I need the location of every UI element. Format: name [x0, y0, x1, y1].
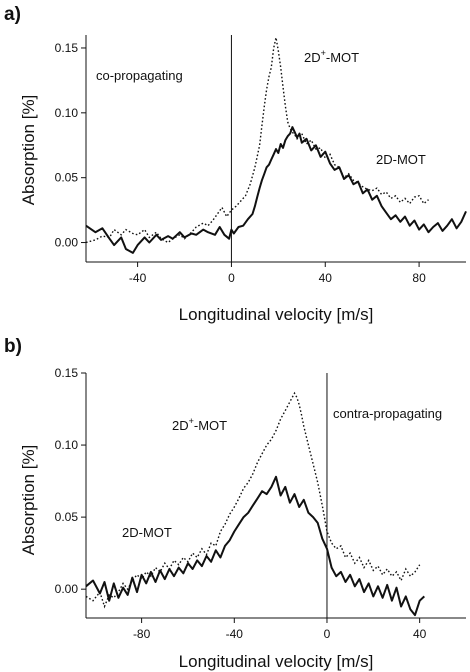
panel-b-ylabel: Absorption [%] [19, 445, 38, 556]
annotation-co-propagating: co-propagating [96, 68, 183, 83]
y-tick-label: 0.10 [55, 106, 79, 120]
panel-a-series [85, 37, 467, 254]
annotation-2d-plus-mot-a: 2D+-MOT [304, 48, 359, 65]
panel-a: a) Absorption [%] Longitudinal velocity … [4, 4, 467, 324]
panel-a-xticks: -40 0 40 80 [129, 262, 426, 285]
x-tick-label: -80 [133, 627, 151, 641]
panel-b-yticks: 0.00 0.05 0.10 0.15 [55, 366, 86, 596]
panel-a-yticks: 0.00 0.05 0.10 0.15 [55, 41, 86, 250]
y-tick-label: 0.00 [55, 582, 79, 596]
y-tick-label: 0.00 [55, 236, 79, 250]
y-tick-label: 0.15 [55, 41, 79, 55]
annotation-2d-mot-b: 2D-MOT [122, 525, 172, 540]
y-tick-label: 0.10 [55, 438, 79, 452]
x-tick-label: 0 [228, 271, 235, 285]
panel-b-xlabel: Longitudinal velocity [m/s] [179, 652, 374, 671]
panel-a-ylabel: Absorption [%] [19, 95, 38, 206]
x-tick-label: 40 [413, 627, 427, 641]
y-tick-label: 0.15 [55, 366, 79, 380]
annotation-contra-propagating: contra-propagating [333, 406, 442, 421]
series-line-2d-mot-dotted [85, 391, 421, 609]
panel-b: b) Absorption [%] Longitudinal velocity … [4, 336, 466, 671]
x-tick-label: -40 [226, 627, 244, 641]
series-line-2d-mot-solid [85, 126, 467, 254]
series-line-2d-mot-dotted [85, 37, 429, 244]
annotation-2d-mot-a: 2D-MOT [376, 152, 426, 167]
x-tick-label: 0 [324, 627, 331, 641]
panel-a-label: a) [4, 4, 21, 25]
y-tick-label: 0.05 [55, 510, 79, 524]
panel-b-label: b) [4, 336, 22, 357]
annotation-2d-plus-mot-b: 2D+-MOT [172, 416, 227, 433]
x-tick-label: 80 [412, 271, 426, 285]
panel-a-xlabel: Longitudinal velocity [m/s] [179, 305, 374, 324]
x-tick-label: 40 [319, 271, 333, 285]
panel-b-xticks: -80 -40 0 40 [133, 618, 427, 641]
series-line-2d-mot-solid [85, 475, 425, 617]
y-tick-label: 0.05 [55, 171, 79, 185]
panel-b-series [85, 391, 425, 617]
x-tick-label: -40 [129, 271, 147, 285]
